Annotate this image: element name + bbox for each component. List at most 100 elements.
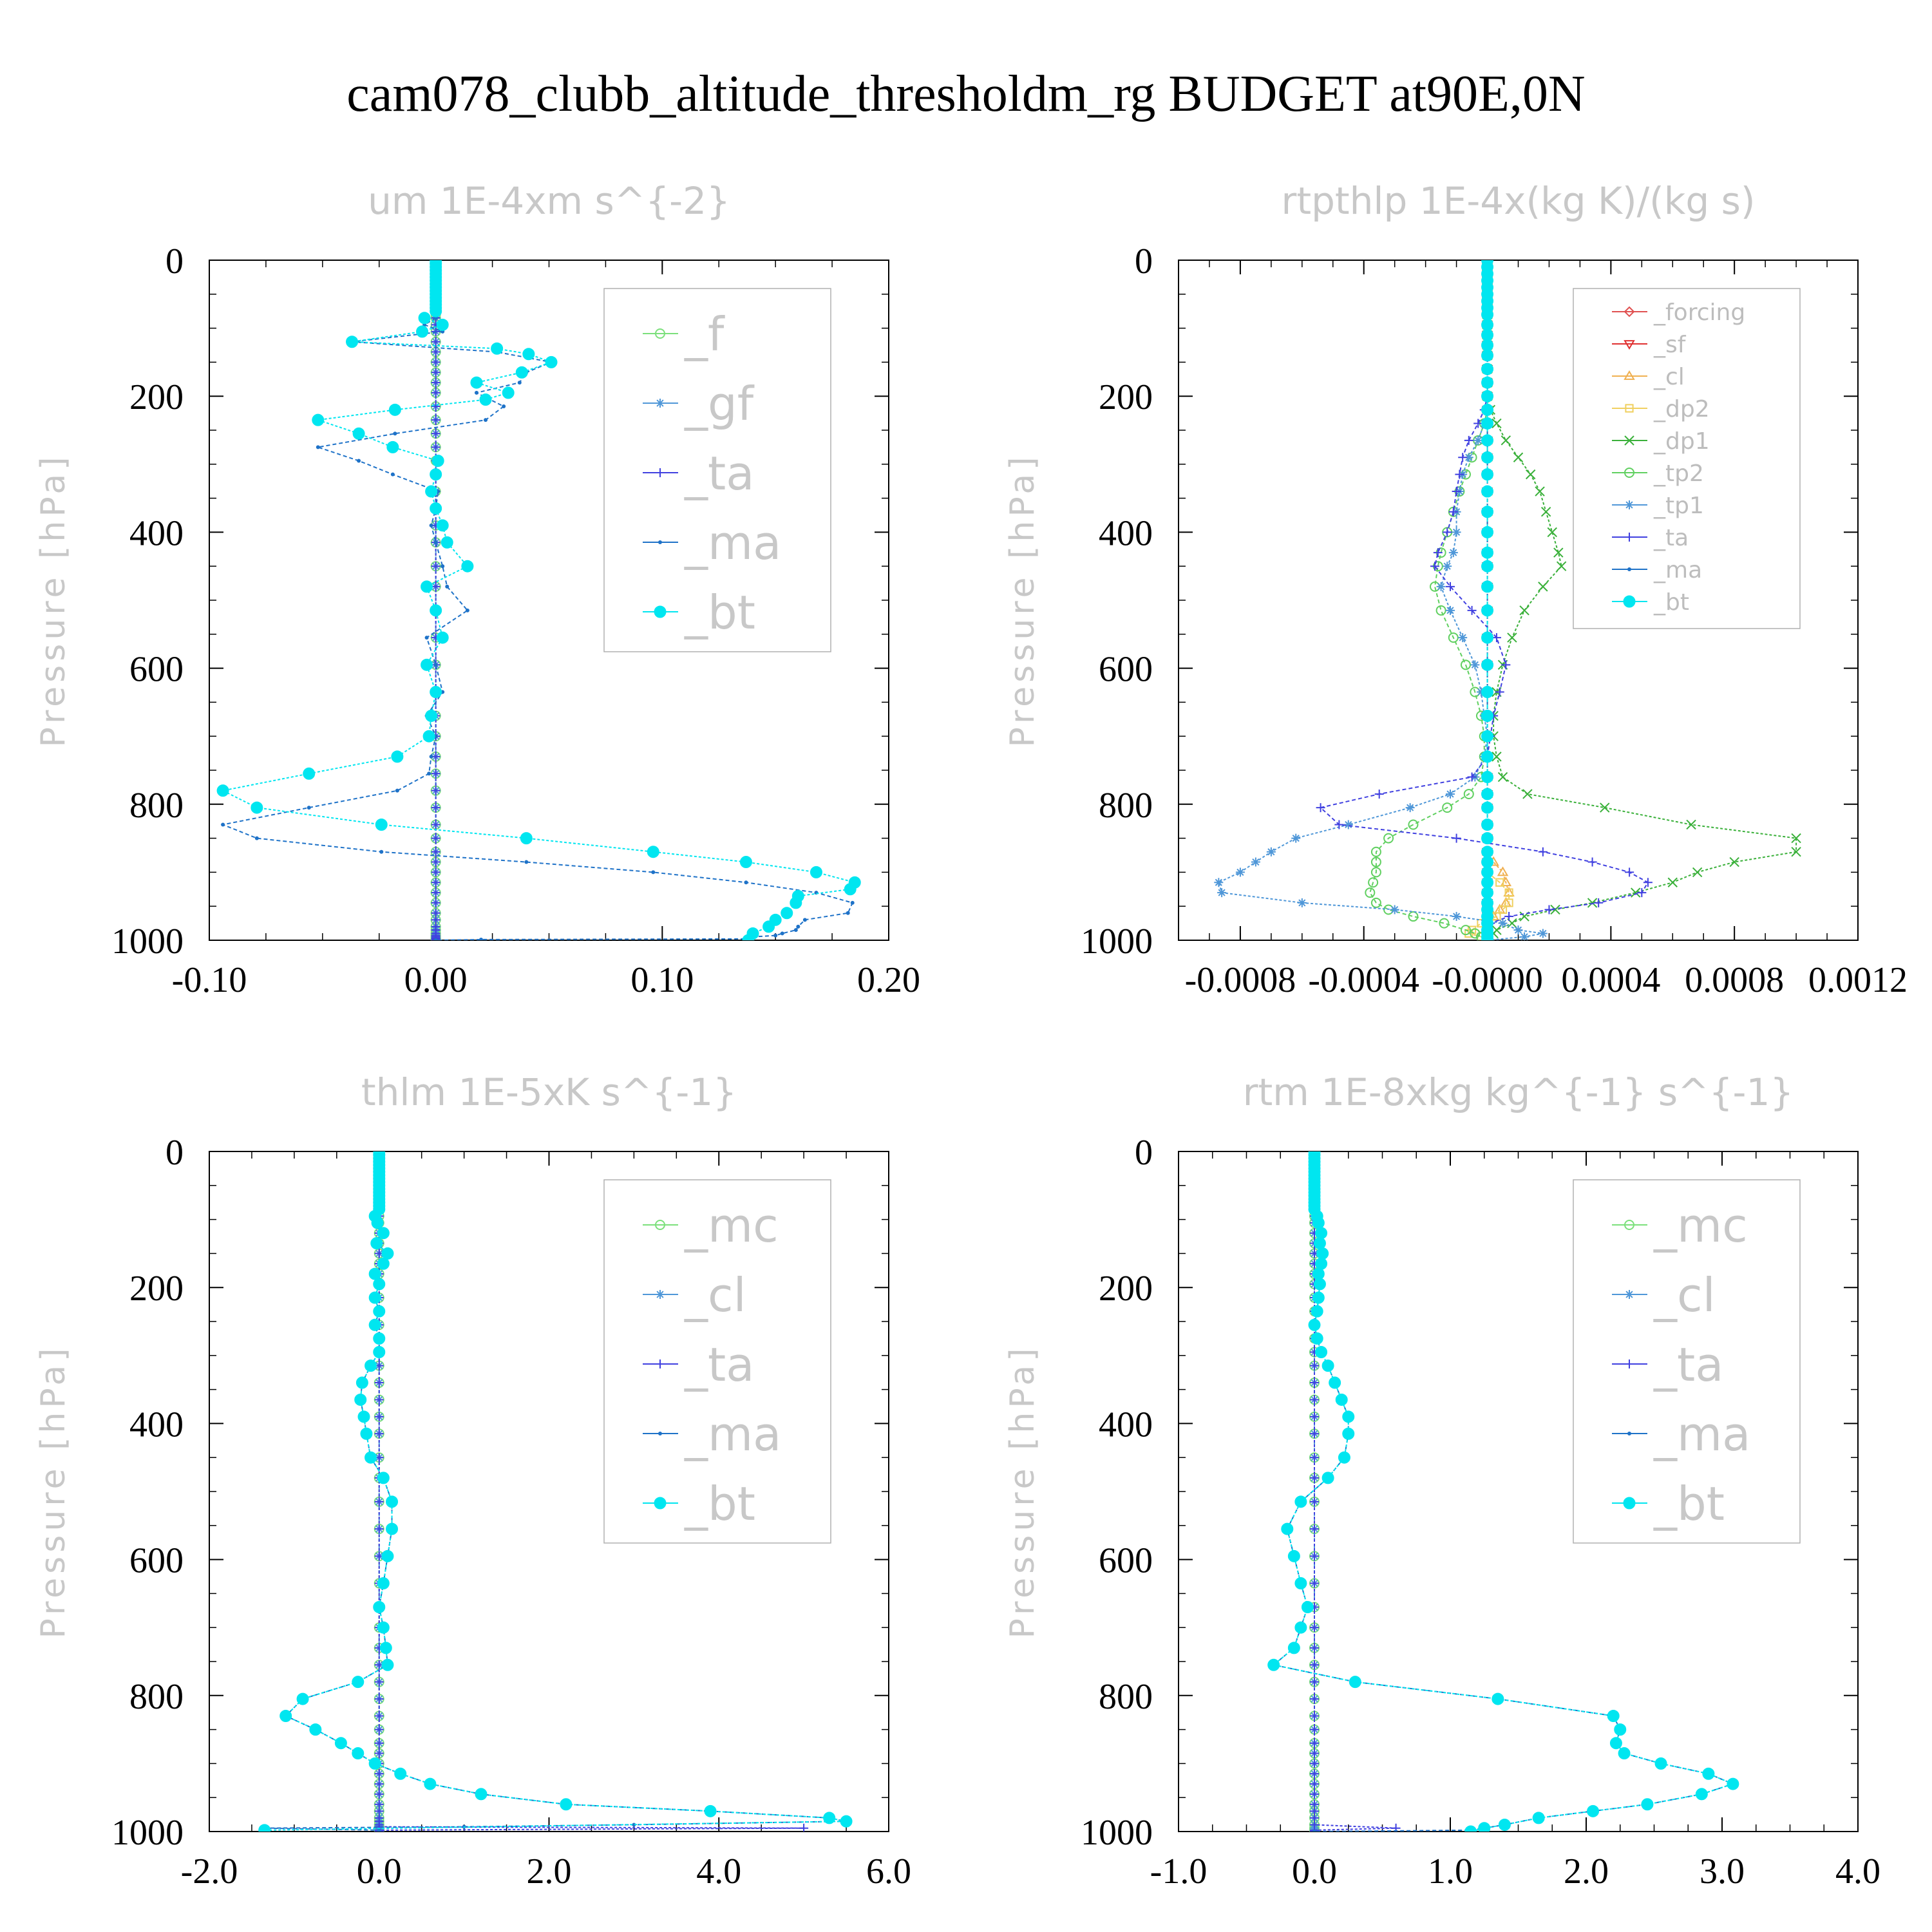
data-point	[844, 883, 857, 896]
legend-item: _ma	[1612, 1407, 1750, 1461]
data-point	[796, 924, 800, 929]
data-point	[1349, 1676, 1361, 1689]
data-point	[1310, 1789, 1319, 1799]
data-point	[1538, 847, 1548, 857]
data-point	[381, 1549, 394, 1562]
data-point	[1481, 580, 1494, 593]
data-point	[1370, 867, 1381, 878]
legend-marker	[656, 1290, 665, 1299]
data-point	[1310, 1578, 1319, 1588]
data-point	[1522, 789, 1533, 799]
legend-item: _mc	[643, 1198, 779, 1253]
legend-item: _ma	[1612, 557, 1702, 583]
legend-item: _forcing	[1612, 299, 1745, 326]
data-point	[422, 730, 435, 743]
data-point	[1448, 632, 1459, 643]
data-point	[560, 1798, 573, 1811]
legend-item: _ta	[643, 446, 754, 500]
data-point	[1492, 1692, 1504, 1705]
data-point	[1368, 877, 1379, 888]
data-point	[1310, 1759, 1319, 1768]
data-point	[1481, 376, 1494, 389]
legend-item: _cl	[1612, 364, 1685, 390]
x-tick-label: 0.0008	[1685, 960, 1784, 1000]
data-point	[374, 1429, 384, 1439]
data-point	[1481, 710, 1494, 723]
data-point	[430, 502, 442, 515]
x-tick-label: 0.20	[857, 960, 920, 1000]
legend-item: _sf	[1612, 332, 1687, 358]
data-point	[1343, 820, 1353, 829]
data-point	[425, 710, 438, 723]
data-point	[1310, 1769, 1319, 1779]
data-point	[371, 1217, 384, 1229]
data-point	[431, 455, 444, 468]
legend-item: _bt	[643, 1477, 755, 1531]
data-point	[1365, 887, 1376, 898]
data-point	[386, 1495, 399, 1508]
y-tick-label: 200	[1099, 377, 1153, 417]
data-point	[431, 820, 440, 829]
legend-label: _dp1	[1653, 428, 1710, 455]
data-point	[1287, 1642, 1300, 1654]
legend-marker	[1625, 1290, 1634, 1299]
data-point	[1497, 866, 1509, 876]
data-point	[1481, 686, 1494, 699]
data-point	[1481, 339, 1494, 352]
legend-label: _bt	[684, 585, 755, 639]
data-point	[1342, 1427, 1355, 1440]
data-point	[1405, 803, 1415, 813]
data-point	[1498, 918, 1508, 928]
data-point	[1310, 1725, 1319, 1734]
x-tick-label: -0.0000	[1432, 960, 1543, 1000]
data-point	[296, 1692, 309, 1705]
data-point	[1338, 1451, 1350, 1464]
data-point	[309, 1723, 322, 1736]
legend-item: _dp1	[1612, 428, 1710, 455]
data-point	[431, 429, 440, 439]
data-point	[739, 856, 752, 869]
data-point	[1481, 846, 1494, 858]
data-point	[1310, 1677, 1319, 1687]
legend-item: _ma	[643, 1407, 781, 1461]
data-point	[373, 1278, 386, 1291]
legend-label: _ma	[684, 1407, 781, 1461]
data-point	[1442, 802, 1453, 813]
data-point	[647, 846, 659, 858]
data-point	[1492, 418, 1502, 429]
y-tick-label: 1000	[111, 1813, 184, 1853]
data-point	[1587, 857, 1597, 867]
panel-title: thlm 1E-5xK s^{-1}	[361, 1070, 737, 1114]
legend-marker	[1624, 370, 1635, 380]
data-point	[1287, 1549, 1300, 1562]
y-tick-label: 1000	[1081, 922, 1153, 961]
data-point	[475, 1788, 488, 1801]
data-point	[780, 931, 784, 936]
data-point	[781, 907, 793, 920]
chart-panels: um 1E-4xm s^{-2} Pressure [hPa] 0 200 400 600…	[34, 179, 1908, 1891]
data-point	[744, 880, 748, 885]
legend-label: _ta	[684, 1338, 754, 1392]
data-point	[1473, 419, 1483, 428]
legend-item: _cl	[1612, 1268, 1716, 1322]
data-point	[377, 1621, 390, 1634]
data-point	[373, 1601, 386, 1614]
panel-title: um 1E-4xm s^{-2}	[368, 179, 730, 223]
data-point	[1538, 582, 1548, 592]
data-point	[1312, 1830, 1316, 1832]
data-point	[431, 402, 440, 412]
data-point	[365, 1359, 377, 1372]
data-point	[1321, 1472, 1334, 1484]
data-point	[1481, 390, 1494, 402]
legend-item: _mc	[1612, 1198, 1748, 1253]
x-tick-label: -0.0004	[1308, 960, 1419, 1000]
data-point	[1467, 605, 1477, 615]
data-point	[1342, 1410, 1355, 1423]
y-tick-label: 400	[129, 1405, 184, 1444]
data-point	[1504, 898, 1513, 907]
legend-marker	[1624, 1220, 1634, 1230]
legend-label: _ta	[1653, 525, 1689, 551]
data-point	[303, 767, 316, 780]
data-point	[1310, 1395, 1319, 1405]
